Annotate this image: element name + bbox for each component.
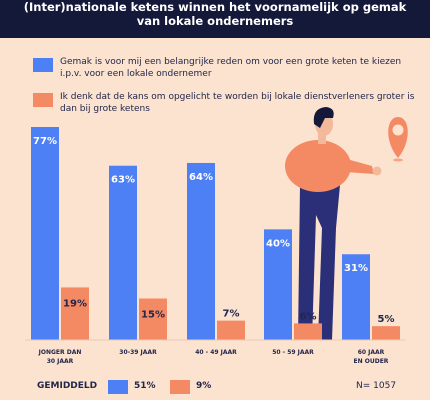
title-line-2: van lokale ondernemers <box>136 14 294 28</box>
location-pin-icon <box>388 117 408 162</box>
title-line-1: (Inter)nationale ketens winnen het voorn… <box>23 0 407 14</box>
legend-swatch-orange <box>33 93 53 107</box>
footer: GEMIDDELD 51% 9% N= 1057 <box>0 370 430 400</box>
average-value-blue: 51% <box>134 381 156 391</box>
bar-blue-4 <box>342 254 370 340</box>
legend-swatch-blue <box>33 58 53 72</box>
bar-blue-2 <box>187 162 215 340</box>
bar-chart: 77% 19% 63% 15% 64% 7% 40% 6% 31% 5% JONGER DAN 30… <box>25 107 408 365</box>
person-hand <box>372 166 382 176</box>
person-hair <box>313 107 334 128</box>
category-label-2: 40 - 49 JAAR <box>195 349 237 356</box>
person-neck <box>318 132 326 144</box>
average-swatch-blue <box>108 380 128 394</box>
average-label: GEMIDDELD <box>37 381 98 391</box>
bar-orange-3 <box>294 323 322 340</box>
person-arm <box>343 158 374 174</box>
bar-orange-0 <box>61 287 89 340</box>
sample-size: N= 1057 <box>356 381 397 391</box>
bar-blue-3 <box>264 229 292 340</box>
value-label-blue-4: 31% <box>344 263 368 274</box>
value-label-blue-2: 64% <box>189 172 213 183</box>
bar-blue-0 <box>31 127 59 340</box>
category-label-1: 30-39 JAAR <box>119 349 157 356</box>
bar-orange-1 <box>139 298 167 340</box>
bar-orange-4 <box>372 326 400 340</box>
value-labels: 77% 19% 63% 15% 64% 7% 40% 6% 31% 5% <box>33 136 394 325</box>
legend-label-1: Gemak is voor mij een belangrijke reden … <box>60 57 402 79</box>
bar-blue-1 <box>109 165 137 340</box>
value-label-orange-4: 5% <box>378 314 395 325</box>
category-label-4: 60 JAAR <box>358 349 385 356</box>
legend-label-2: Ik denk dat de kans om opgelicht te word… <box>60 92 415 114</box>
person-pants <box>298 185 340 340</box>
value-label-blue-1: 63% <box>111 175 135 186</box>
average-swatch-orange <box>170 380 190 394</box>
title-banner: (Inter)nationale ketens winnen het voorn… <box>0 0 430 38</box>
category-label-4: EN OUDER <box>354 358 389 365</box>
bars <box>25 127 405 341</box>
person-shirt <box>285 140 351 192</box>
person-illustration <box>285 107 382 340</box>
value-label-orange-1: 15% <box>141 310 165 321</box>
category-label-3: 50 - 59 JAAR <box>272 349 314 356</box>
value-label-orange-0: 19% <box>63 298 87 309</box>
category-label-0: JONGER DAN <box>38 349 82 356</box>
value-label-blue-3: 40% <box>266 238 290 249</box>
value-label-blue-0: 77% <box>33 136 57 147</box>
value-label-orange-2: 7% <box>223 309 240 320</box>
category-label-0: 30 JAAR <box>47 358 74 365</box>
bar-orange-2 <box>217 320 245 340</box>
average-value-orange: 9% <box>196 381 212 391</box>
value-label-orange-3: 6% <box>300 311 317 322</box>
category-labels: JONGER DAN 30 JAAR 30-39 JAAR 40 - 49 JAAR 5… <box>38 349 389 365</box>
